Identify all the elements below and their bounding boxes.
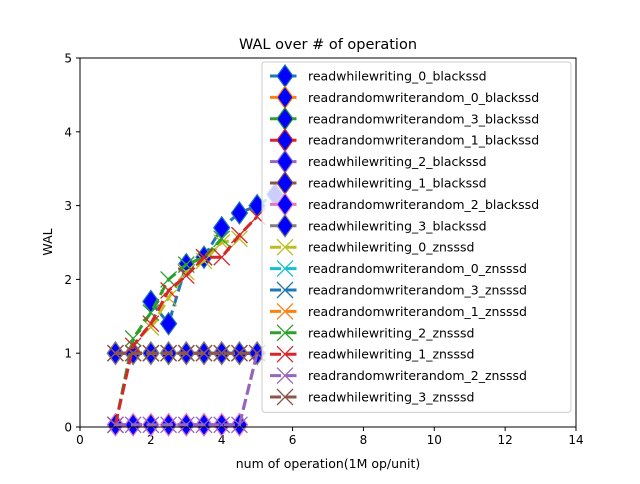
- legend-label: readrandomwriterandom_1_blackssd: [308, 133, 539, 148]
- legend-item: readrandomwriterandom_0_znsssd: [270, 260, 527, 278]
- legend-marker: [276, 367, 294, 385]
- data-point: [106, 416, 124, 434]
- data-point: [177, 344, 195, 362]
- data-point: [213, 248, 231, 266]
- data-point: [160, 282, 178, 299]
- legend-label: readwhilewriting_3_znsssd: [308, 390, 474, 405]
- legend-item: readrandomwriterandom_2_blackssd: [270, 192, 539, 217]
- data-point: [177, 267, 195, 285]
- legend-marker: [276, 345, 294, 363]
- legend-label: readwhilewriting_3_blackssd: [308, 218, 487, 233]
- legend-box: [261, 61, 572, 413]
- y-tick-label: 2: [64, 273, 72, 287]
- data-point: [106, 344, 124, 362]
- legend-item: readwhilewriting_3_znsssd: [270, 388, 474, 406]
- data-point: [195, 416, 213, 434]
- legend-item: readrandomwriterandom_3_znsssd: [270, 281, 527, 299]
- chart-title: WAL over # of operation: [239, 37, 417, 53]
- data-point: [124, 337, 142, 355]
- legend-item: readwhilewriting_2_blackssd: [270, 149, 487, 174]
- data-point: [213, 344, 231, 362]
- legend-marker: [276, 324, 294, 342]
- series-line: [149, 193, 276, 326]
- data-point: [142, 315, 160, 333]
- y-tick-label: 0: [64, 421, 72, 435]
- legend-marker: [276, 213, 294, 238]
- data-point: [177, 416, 195, 434]
- legend-item: readrandomwriterandom_1_znsssd: [270, 302, 527, 320]
- legend-marker: [276, 302, 294, 320]
- x-axis-label: num of operation(1M op/unit): [236, 456, 421, 471]
- legend-label: readrandomwriterandom_3_blackssd: [308, 111, 539, 126]
- data-point: [230, 200, 249, 226]
- data-point: [230, 230, 248, 248]
- data-point: [230, 344, 248, 362]
- x-tick-label: 6: [289, 433, 297, 447]
- plot-frame: [79, 57, 577, 428]
- data-point: [213, 230, 231, 248]
- legend-item: readrandomwriterandom_2_znsssd: [270, 367, 527, 385]
- x-tick-label: 2: [147, 433, 155, 447]
- legend-item: readwhilewriting_0_blackssd: [270, 63, 487, 89]
- data-point: [124, 329, 142, 347]
- plot-series: [106, 182, 284, 437]
- y-tick-label: 5: [64, 52, 72, 66]
- y-tick-label: 1: [64, 347, 72, 361]
- data-point: [195, 344, 213, 362]
- legend-label: readrandomwriterandom_3_znsssd: [308, 283, 527, 298]
- y-tick-label: 3: [64, 199, 72, 213]
- x-tick-label: 0: [76, 433, 84, 447]
- legend-item: readwhilewriting_0_znsssd: [270, 238, 474, 256]
- x-tick-label: 14: [568, 433, 583, 447]
- data-point: [159, 311, 178, 336]
- legend-marker: [276, 388, 294, 406]
- legend-label: readrandomwriterandom_2_blackssd: [308, 197, 539, 212]
- legend-label: readrandomwriterandom_1_znsssd: [308, 304, 527, 319]
- legend-label: readrandomwriterandom_0_blackssd: [308, 90, 539, 105]
- legend-label: readwhilewriting_0_znsssd: [308, 240, 474, 255]
- data-point: [195, 248, 213, 266]
- data-point: [230, 226, 248, 244]
- legend-marker: [276, 281, 294, 299]
- legend-label: readwhilewriting_2_znsssd: [308, 325, 474, 340]
- legend-label: readrandomwriterandom_2_znsssd: [308, 368, 527, 383]
- legend-marker: [276, 238, 294, 256]
- legend-label: readwhilewriting_1_blackssd: [308, 176, 487, 191]
- legend-item: readwhilewriting_2_znsssd: [270, 324, 474, 342]
- data-point: [177, 263, 195, 281]
- x-tick-label: 8: [360, 433, 368, 447]
- data-point: [213, 416, 231, 434]
- y-tick-label: 4: [64, 125, 72, 139]
- legend-label: readwhilewriting_2_blackssd: [308, 154, 487, 169]
- legend-label: readwhilewriting_0_blackssd: [308, 69, 487, 84]
- data-point: [230, 416, 248, 434]
- legend-marker: [276, 260, 294, 278]
- data-point: [213, 234, 231, 251]
- data-point: [160, 416, 178, 434]
- legend-item: readwhilewriting_3_blackssd: [270, 213, 487, 238]
- series-readwhilewriting_3_znsssd: [106, 344, 266, 362]
- legend: readwhilewriting_0_blackssd readrandomwri…: [261, 61, 572, 413]
- legend-label: readrandomwriterandom_0_znsssd: [308, 261, 527, 276]
- data-point: [195, 252, 213, 270]
- x-tick-label: 10: [427, 433, 442, 447]
- legend-item: readwhilewriting_1_znsssd: [270, 345, 474, 363]
- y-axis-label: WAL: [40, 228, 55, 255]
- data-point: [124, 416, 142, 434]
- x-tick-label: 12: [498, 433, 513, 447]
- data-point: [160, 344, 178, 362]
- data-point: [142, 344, 160, 362]
- data-point: [142, 416, 160, 434]
- legend-item: readrandomwriterandom_0_blackssd: [270, 85, 539, 110]
- legend-label: readwhilewriting_1_znsssd: [308, 347, 474, 362]
- data-point: [124, 344, 142, 362]
- x-tick-label: 4: [218, 433, 226, 447]
- legend-item: readrandomwriterandom_3_blackssd: [270, 106, 539, 131]
